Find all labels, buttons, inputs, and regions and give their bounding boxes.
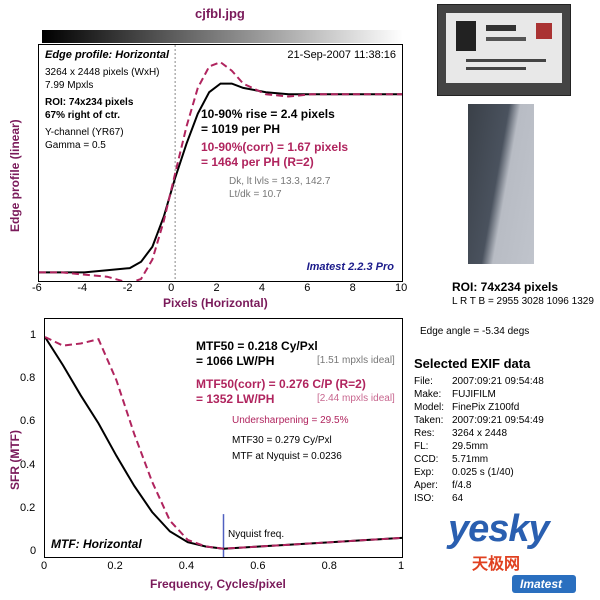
exif-value: 2007:09:21 09:54:48 bbox=[452, 376, 544, 387]
mtf-xlabel: Frequency, Cycles/pixel bbox=[150, 577, 286, 591]
mtf50-ideal: [1.51 mpxls ideal] bbox=[317, 355, 395, 366]
exif-key: Taken: bbox=[414, 415, 444, 426]
undersharpening-line: Undersharpening = 29.5% bbox=[232, 415, 349, 426]
exif-value: FinePix Z100fd bbox=[452, 402, 520, 413]
exif-value: 5.71mm bbox=[452, 454, 489, 465]
edge-angle: Edge angle = -5.34 degs bbox=[420, 326, 530, 337]
exif-key: CCD: bbox=[414, 454, 439, 465]
ytick-label: 0.4 bbox=[20, 458, 36, 471]
xtick-label: -4 bbox=[77, 282, 88, 294]
xtick-label: 0 bbox=[41, 560, 48, 572]
xtick-label: 0.4 bbox=[178, 560, 195, 572]
mtf-line bbox=[45, 336, 402, 550]
xtick-label: 4 bbox=[258, 282, 265, 294]
exif-value: FUJIFILM bbox=[452, 389, 496, 400]
edge-profile-title: Edge profile: Horizontal bbox=[45, 49, 170, 61]
ytick-label: 0 bbox=[30, 545, 37, 557]
rise-line: 10-90% rise = 2.4 pixels bbox=[201, 107, 335, 121]
edge-gradient-strip bbox=[42, 30, 403, 43]
edge-profile-timestamp: 21-Sep-2007 11:38:16 bbox=[287, 49, 396, 61]
dk-level-line: Lt/dk = 10.7 bbox=[229, 189, 282, 200]
ytick-label: 0.6 bbox=[20, 415, 36, 428]
info-line: 3264 x 2448 pixels (WxH) bbox=[45, 67, 160, 78]
mtf-svg bbox=[45, 336, 402, 557]
ytick-label: 1 bbox=[30, 329, 37, 341]
imatest-brand: Imatest 2.2.3 Pro bbox=[306, 261, 394, 273]
exif-key: Res: bbox=[414, 428, 435, 439]
mtf-plot: MTF50 = 0.218 Cy/Pxl = 1066 LW/PH [1.51 … bbox=[44, 318, 403, 558]
exif-value: 0.025 s (1/40) bbox=[452, 467, 514, 478]
nyquist-label: Nyquist freq. bbox=[228, 529, 285, 540]
dk-level-line: Dk, lt lvls = 13.3, 142.7 bbox=[229, 176, 331, 187]
corr-rise-line: = 1464 per PH (R=2) bbox=[201, 155, 314, 169]
xtick-label: 6 bbox=[304, 282, 311, 294]
xtick-label: 0 bbox=[168, 282, 175, 294]
edge-profile-xlabel: Pixels (Horizontal) bbox=[163, 296, 268, 310]
exif-value: 64 bbox=[452, 493, 464, 504]
exif-key: File: bbox=[414, 376, 433, 387]
info-line: 7.99 Mpxls bbox=[45, 80, 94, 91]
xtick-label: 0.2 bbox=[107, 560, 123, 572]
exif-value: 2007:09:21 09:54:49 bbox=[452, 415, 544, 426]
corr-rise-line: 10-90%(corr) = 1.67 pixels bbox=[201, 140, 349, 154]
xtick-label: 0.6 bbox=[250, 560, 266, 572]
exif-key: Make: bbox=[414, 389, 442, 400]
channel-info-line: Y-channel (YR67) bbox=[45, 127, 124, 138]
mtf50-corr-line: = 1352 LW/PH bbox=[196, 392, 275, 406]
file-title: cjfbl.jpg bbox=[195, 6, 245, 21]
exif-key: Model: bbox=[414, 402, 445, 413]
roi-image bbox=[468, 104, 534, 264]
chart-thumbnail bbox=[437, 4, 571, 96]
exif-title: Selected EXIF data bbox=[414, 356, 531, 371]
xtick-label: -2 bbox=[122, 282, 133, 294]
roi-coords: L R T B = 2955 3028 1096 1329 bbox=[452, 296, 594, 307]
exif-value: 29.5mm bbox=[452, 441, 489, 452]
exif-value: 3264 x 2448 bbox=[452, 428, 508, 439]
yesky-logo: yesky bbox=[448, 508, 550, 550]
exif-key: FL: bbox=[414, 441, 429, 452]
xtick-label: 0.8 bbox=[321, 560, 337, 572]
nyquist-mtf-line: MTF at Nyquist = 0.0236 bbox=[232, 451, 342, 462]
exif-key: Aper: bbox=[414, 480, 438, 491]
mtf50-line: = 1066 LW/PH bbox=[196, 354, 275, 368]
exif-key: Exp: bbox=[414, 467, 435, 478]
mtf50-line: MTF50 = 0.218 Cy/Pxl bbox=[196, 339, 318, 353]
edge-profile-plot: Edge profile: Horizontal 21-Sep-2007 11:… bbox=[38, 44, 403, 282]
exif-key: ISO: bbox=[414, 493, 435, 504]
edge-profile-corr-line bbox=[39, 61, 402, 281]
xtick-label: 10 bbox=[395, 282, 408, 294]
mtf50-corr-line: MTF50(corr) = 0.276 C/P (R=2) bbox=[196, 377, 366, 391]
yesky-sub-logo: 天极网 bbox=[472, 556, 521, 573]
roi-info-line: ROI: 74x234 pixels bbox=[45, 97, 134, 108]
xtick-label: -6 bbox=[32, 282, 42, 294]
roi-info-line: 67% right of ctr. bbox=[45, 110, 121, 121]
xtick-label: 2 bbox=[213, 282, 220, 294]
mtf-corr-line bbox=[45, 336, 402, 550]
ytick-label: 0.8 bbox=[20, 372, 36, 385]
exif-value: f/4.8 bbox=[452, 480, 472, 491]
imatest-badge: Imatest bbox=[512, 575, 576, 593]
xtick-label: 8 bbox=[349, 282, 356, 294]
edge-profile-ylabel: Edge profile (linear) bbox=[8, 119, 22, 232]
rise-line: = 1019 per PH bbox=[201, 122, 281, 136]
ytick-label: 0.2 bbox=[20, 501, 36, 514]
mtf30-line: MTF30 = 0.279 Cy/Pxl bbox=[232, 435, 332, 446]
channel-info-line: Gamma = 0.5 bbox=[45, 140, 106, 151]
edge-profile-svg bbox=[39, 45, 402, 281]
xtick-label: 1 bbox=[398, 560, 405, 572]
mtf50-corr-ideal: [2.44 mpxls ideal] bbox=[317, 393, 395, 404]
imatest-badge-text: Imatest bbox=[520, 577, 563, 591]
roi-label: ROI: 74x234 pixels bbox=[452, 280, 559, 294]
mtf-title: MTF: Horizontal bbox=[51, 537, 142, 551]
edge-profile-line bbox=[39, 82, 402, 274]
